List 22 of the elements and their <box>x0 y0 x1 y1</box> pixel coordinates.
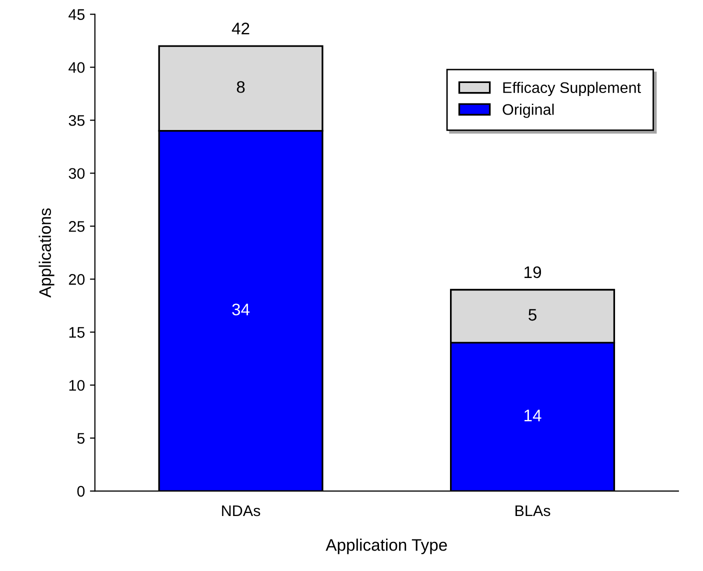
legend-label: Original <box>502 104 554 118</box>
y-axis-title: Applications <box>38 208 54 298</box>
data-label: 5 <box>528 309 536 321</box>
x-tick-label: BLAs <box>516 506 550 516</box>
y-tick-label: 45 <box>68 9 85 20</box>
x-axis-title: Application Type <box>326 538 447 554</box>
data-label: 14 <box>524 410 542 422</box>
data-label: 8 <box>236 81 245 93</box>
legend-label: Efficacy Supplement <box>503 82 641 96</box>
y-tick-label: 25 <box>68 221 85 232</box>
y-tick-label: 40 <box>68 62 85 73</box>
y-tick-label: 15 <box>69 327 85 338</box>
y-tick-label: 20 <box>68 274 85 285</box>
data-label: 34 <box>232 304 250 316</box>
y-tick-label: 30 <box>68 168 85 179</box>
total-label: 42 <box>232 22 250 34</box>
y-tick-label: 0 <box>77 486 85 497</box>
y-tick-label: 35 <box>68 115 85 126</box>
total-label: 19 <box>524 266 542 278</box>
x-tick-label: NDAs <box>222 506 260 516</box>
y-tick-label: 5 <box>77 433 85 444</box>
y-tick-label: 10 <box>69 380 85 391</box>
